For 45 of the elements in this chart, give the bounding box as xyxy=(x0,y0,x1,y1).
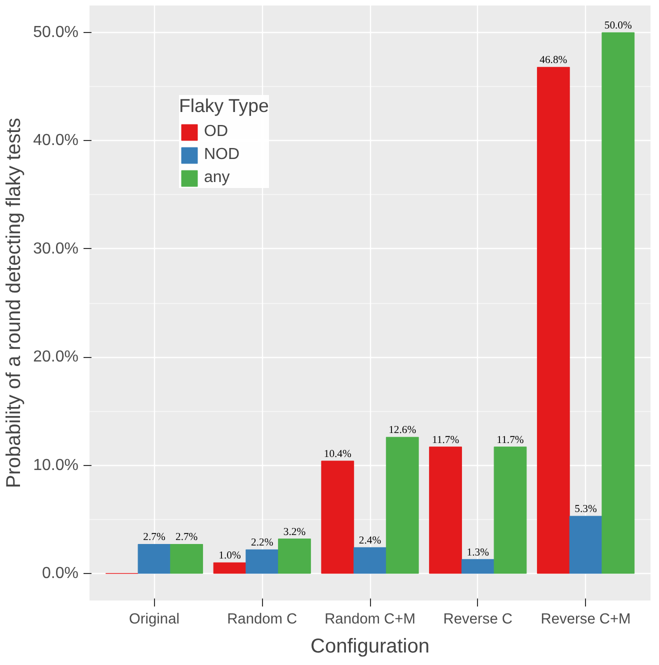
bar xyxy=(213,562,246,574)
data-label: 1.3% xyxy=(466,547,490,558)
bar xyxy=(569,516,602,574)
data-label: 2.4% xyxy=(358,535,382,546)
x-axis-title: Configuration xyxy=(310,636,430,658)
bar xyxy=(138,544,171,574)
data-label: 46.8% xyxy=(540,55,568,66)
legend-label: OD xyxy=(204,123,228,141)
bar xyxy=(386,436,419,574)
data-label: 5.3% xyxy=(574,504,597,516)
data-label: 1.0% xyxy=(218,550,241,562)
bar xyxy=(354,547,386,574)
y-tick-label: 30.0% xyxy=(33,240,79,258)
x-tick-label: Reverse C xyxy=(443,612,513,628)
data-label: 11.7% xyxy=(496,434,524,446)
bar xyxy=(246,549,279,574)
y-tick-label: 0.0% xyxy=(42,564,78,582)
y-tick-label: 10.0% xyxy=(33,456,79,474)
bar xyxy=(494,446,527,574)
bar xyxy=(602,32,635,574)
bar xyxy=(170,544,204,574)
x-tick-label: Reverse C+M xyxy=(540,612,631,628)
data-label: 2.7% xyxy=(176,532,198,544)
data-label: 2.2% xyxy=(251,538,274,549)
y-tick-label: 50.0% xyxy=(33,24,79,42)
x-tick-label: Random C xyxy=(227,612,298,628)
bar xyxy=(461,559,494,574)
data-label: 12.6% xyxy=(388,425,416,436)
data-label: 10.4% xyxy=(324,448,352,460)
data-label: 3.2% xyxy=(283,526,306,538)
data-label: 2.7% xyxy=(143,532,166,544)
legend-title: Flaky Type xyxy=(179,95,269,117)
legend-label: NOD xyxy=(204,146,240,164)
x-tick-label: Random C+M xyxy=(324,612,416,628)
data-label: 50.0% xyxy=(604,20,632,32)
bar xyxy=(278,538,311,574)
legend-label: any xyxy=(204,169,230,187)
y-axis-title: Probability of a round detecting flaky tests xyxy=(3,118,26,488)
y-tick-label: 20.0% xyxy=(33,348,79,366)
data-label: 11.7% xyxy=(432,434,460,446)
bar xyxy=(321,460,354,574)
y-tick-label: 40.0% xyxy=(33,132,79,150)
bar xyxy=(429,446,462,574)
bar xyxy=(536,66,570,574)
x-tick-label: Original xyxy=(128,612,180,628)
